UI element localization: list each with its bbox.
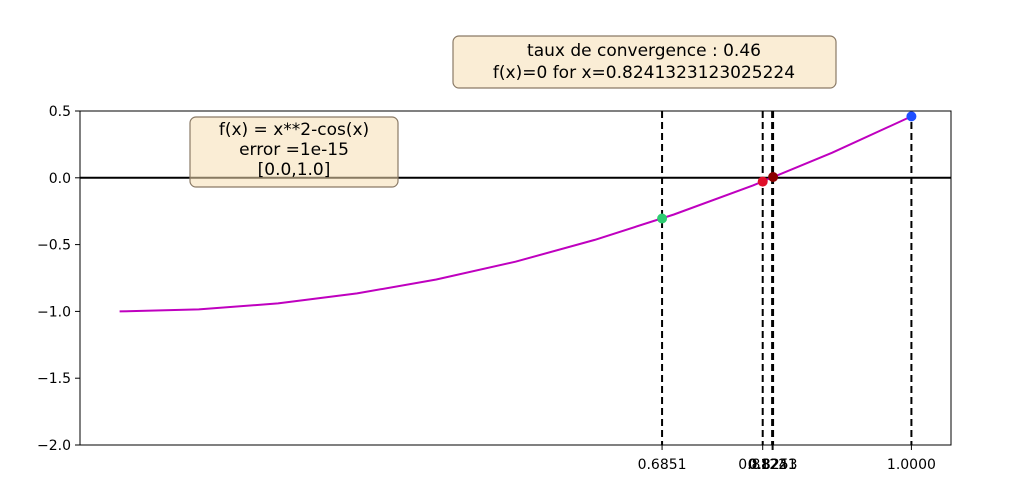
info-box-line: [0.0,1.0] (258, 160, 331, 180)
info-box-background (189, 116, 399, 188)
info-box: f(x) = x**2-cos(x) error =1e-15 [0.0,1.0… (189, 116, 399, 188)
title-box-background (452, 35, 837, 89)
info-box-line: error =1e-15 (239, 140, 349, 160)
axes-frame (79, 110, 952, 446)
plot-area: 0.5 0.0 −0.5 −1.0 −1.5 −2.0 0.6851 0.81220.8241… (37, 104, 952, 473)
info-box-line: f(x) = x**2-cos(x) (219, 120, 369, 140)
x-tick-label: 1.0000 (887, 457, 936, 473)
iterate-point (906, 111, 917, 122)
x-tick-label: 0.8241 (748, 457, 797, 473)
y-tick-label: 0.0 (49, 171, 71, 187)
function-curve (119, 115, 912, 313)
title-box: taux de convergence : 0.46 f(x)=0 for x=… (452, 35, 837, 89)
y-tick-label: 0.5 (49, 104, 71, 120)
iterate-point (768, 172, 779, 183)
y-tick-label: −1.0 (37, 304, 71, 320)
x-tick-label: 0.8122 (738, 457, 787, 473)
y-tick-label: −0.5 (37, 238, 71, 254)
title-box-line: f(x)=0 for x=0.8241323123025224 (493, 63, 795, 83)
x-tick-label: 0.6851 (638, 457, 687, 473)
iterate-point (757, 176, 768, 187)
iterate-point (657, 213, 668, 224)
y-tick-label: −1.5 (37, 371, 71, 387)
y-tick-label: −2.0 (37, 438, 71, 454)
title-box-line: taux de convergence : 0.46 (527, 41, 761, 61)
x-tick-label: 0.8253 (749, 457, 798, 473)
